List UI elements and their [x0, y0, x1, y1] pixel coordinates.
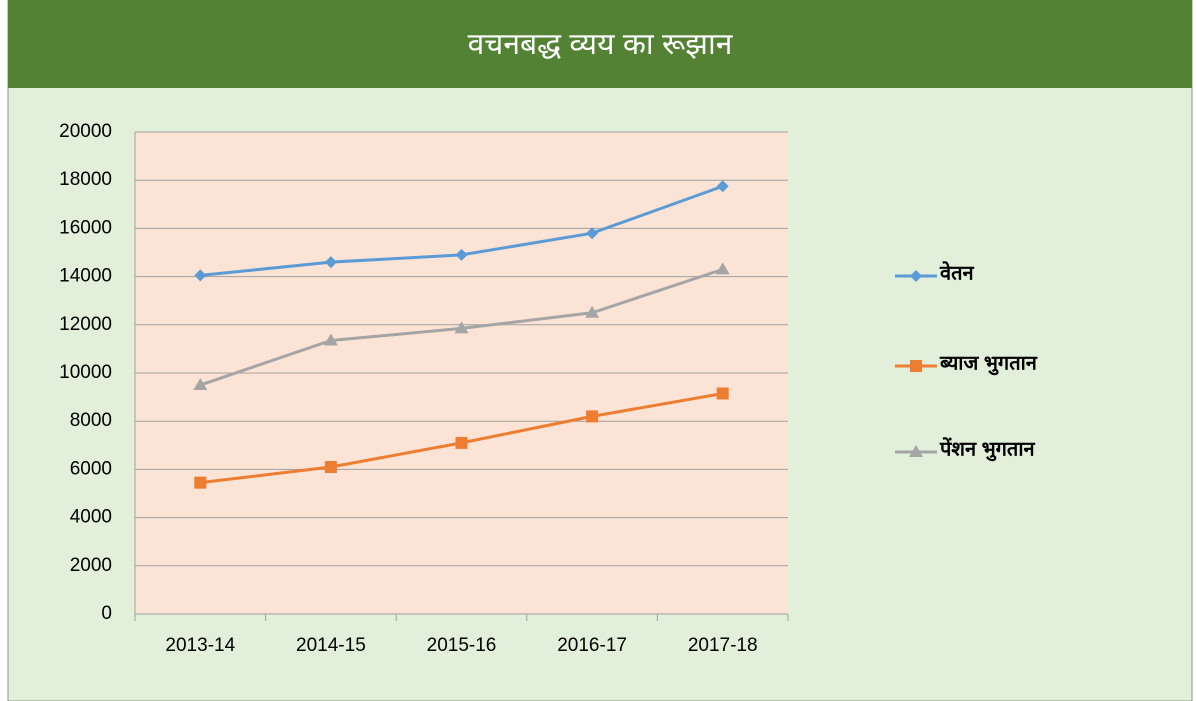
marker [324, 256, 337, 269]
chart-title: वचनबद्ध व्यय का रूझान [468, 28, 734, 61]
marker [324, 460, 337, 473]
legend-marker [909, 445, 923, 457]
y-tick-label: 10000 [59, 362, 112, 383]
marker [586, 410, 599, 423]
legend-label: पेंशन भुगतान [939, 436, 1036, 461]
y-tick-label: 16000 [59, 217, 112, 238]
y-tick-label: 8000 [70, 410, 112, 431]
marker [194, 476, 207, 489]
marker [454, 321, 469, 334]
x-tick-label: 2016-17 [557, 635, 627, 656]
x-tick-label: 2017-18 [688, 635, 758, 656]
legend-marker [910, 270, 922, 282]
marker [586, 227, 599, 240]
x-tick-label: 2014-15 [296, 635, 366, 656]
marker [715, 262, 730, 275]
legend-marker [910, 360, 922, 372]
y-tick-label: 6000 [70, 458, 112, 479]
legend-label: ब्याज भुगतान [939, 352, 1038, 375]
marker [455, 248, 468, 261]
title-bar [8, 0, 1192, 88]
x-tick-label: 2013-14 [165, 635, 235, 656]
legend-label: वेतन [939, 260, 975, 284]
marker [585, 305, 600, 318]
marker [323, 333, 338, 346]
marker [455, 436, 468, 449]
y-tick-label: 12000 [59, 314, 112, 335]
y-tick-label: 4000 [70, 507, 112, 528]
y-tick-label: 0 [101, 603, 112, 624]
marker [194, 269, 207, 282]
y-tick-label: 14000 [59, 266, 112, 287]
y-tick-label: 2000 [70, 555, 112, 576]
y-tick-label: 18000 [59, 169, 112, 190]
y-tick-label: 20000 [59, 121, 112, 142]
marker [193, 378, 208, 391]
marker [716, 180, 729, 193]
marker [716, 387, 729, 400]
x-tick-label: 2015-16 [427, 635, 497, 656]
